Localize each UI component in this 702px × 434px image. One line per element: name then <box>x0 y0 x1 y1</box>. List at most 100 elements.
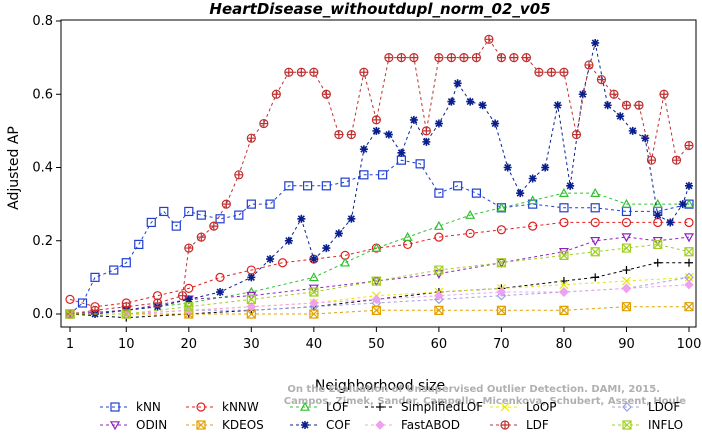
data-point-cof <box>491 119 500 128</box>
marker-cross <box>222 200 231 209</box>
data-point-kdeos <box>309 309 319 319</box>
data-point-ldf <box>384 53 394 63</box>
data-point-ldof <box>496 290 507 301</box>
data-point-odin <box>621 233 632 243</box>
data-point-simplifiedlof <box>559 277 568 286</box>
data-point-kdeos <box>684 302 694 312</box>
data-point-cof <box>528 174 537 183</box>
data-point-cof <box>628 126 637 135</box>
marker-cross <box>501 421 509 429</box>
data-point-lof <box>433 220 444 230</box>
data-point-knn <box>90 272 100 282</box>
data-point-odin <box>308 284 319 294</box>
x-tick-label: 30 <box>243 337 260 352</box>
data-point-ldf <box>321 89 331 99</box>
watermark-line-2: On the Evaluation of Unsupervised Outlie… <box>287 384 660 395</box>
data-point-cof <box>184 295 193 304</box>
data-point-loop <box>622 276 631 286</box>
data-point-cof <box>384 130 393 139</box>
data-point-inflo <box>559 250 569 260</box>
legend-label: KDEOS <box>222 418 264 432</box>
legend-marker <box>622 402 632 412</box>
data-point-inflo <box>496 258 507 268</box>
data-point-fastabod <box>246 301 257 312</box>
marker-cross <box>522 53 531 62</box>
data-point-fastabod <box>559 287 569 297</box>
legend-label: kNN <box>136 400 161 414</box>
marker-cross <box>434 53 443 62</box>
data-point-cof <box>453 79 462 88</box>
data-point-cof <box>216 288 225 297</box>
marker-cross <box>622 101 631 110</box>
legend-marker <box>622 420 632 430</box>
x-tick-label: 20 <box>181 337 198 352</box>
data-point-ldf <box>152 298 163 308</box>
data-point-knnw <box>496 225 507 235</box>
data-point-inflo <box>309 287 319 297</box>
data-point-inflo <box>65 309 75 319</box>
data-point-cof <box>322 244 331 253</box>
data-point-knn <box>121 258 131 268</box>
data-point-ldf <box>571 129 582 140</box>
legend-item-lof: LOF <box>290 400 349 414</box>
data-point-inflo <box>590 247 600 257</box>
data-point-knn <box>471 188 482 198</box>
data-point-knnw <box>528 221 538 231</box>
legend-label: INFLO <box>648 418 683 432</box>
data-point-cof <box>409 115 418 124</box>
data-point-inflo <box>121 309 131 319</box>
legend-marker <box>299 401 311 411</box>
data-point-ldf <box>446 53 457 63</box>
data-point-inflo <box>684 247 694 257</box>
data-point-lof <box>558 187 569 197</box>
data-point-loop <box>559 280 569 290</box>
data-point-ldf <box>177 291 188 301</box>
data-point-ldf <box>259 118 269 129</box>
series-ldf <box>65 34 694 319</box>
data-point-knn <box>146 217 156 228</box>
data-point-ldf <box>584 60 594 70</box>
data-point-ldf <box>296 67 306 77</box>
data-point-fastabod <box>496 287 507 297</box>
data-point-knn <box>196 210 206 220</box>
data-point-ldf <box>396 53 406 63</box>
marker-cross <box>184 244 193 253</box>
x-tick-label: 1 <box>66 337 74 352</box>
data-point-lof <box>683 198 695 208</box>
data-point-ldf <box>496 53 507 63</box>
y-tick-label: 0.8 <box>32 14 53 29</box>
data-point-knnw <box>684 217 694 228</box>
legend-marker <box>375 420 385 430</box>
series-layer <box>64 34 695 322</box>
legend-marker <box>301 421 309 429</box>
legend-item-fastabod: FastABOD <box>365 418 460 432</box>
data-point-knn <box>265 199 275 209</box>
legend-label: LOF <box>326 400 349 414</box>
marker-cross <box>153 299 162 308</box>
marker-cross <box>272 90 281 99</box>
marker-cross <box>447 53 456 62</box>
data-point-odin <box>558 247 569 257</box>
data-point-knn <box>559 203 569 213</box>
marker-cross <box>484 35 493 44</box>
series-knnw <box>65 217 694 312</box>
legend-marker <box>500 420 510 430</box>
legend-marker <box>110 402 120 412</box>
marker-cross <box>197 233 206 242</box>
x-tick-label: 10 <box>118 337 135 352</box>
data-point-knn <box>134 239 144 250</box>
data-point-simplifiedlof <box>622 266 631 275</box>
data-point-ldf <box>246 133 256 143</box>
data-point-inflo <box>246 294 256 304</box>
data-point-cof <box>641 134 650 143</box>
data-point-cof <box>466 97 475 106</box>
data-point-knn <box>359 170 369 180</box>
marker-cross <box>234 170 243 179</box>
data-point-knn <box>453 181 463 191</box>
data-point-kdeos <box>496 305 507 315</box>
data-point-cof <box>284 236 293 245</box>
data-point-loop <box>684 272 694 282</box>
data-point-kdeos <box>621 302 632 312</box>
data-point-ldf <box>484 34 494 44</box>
